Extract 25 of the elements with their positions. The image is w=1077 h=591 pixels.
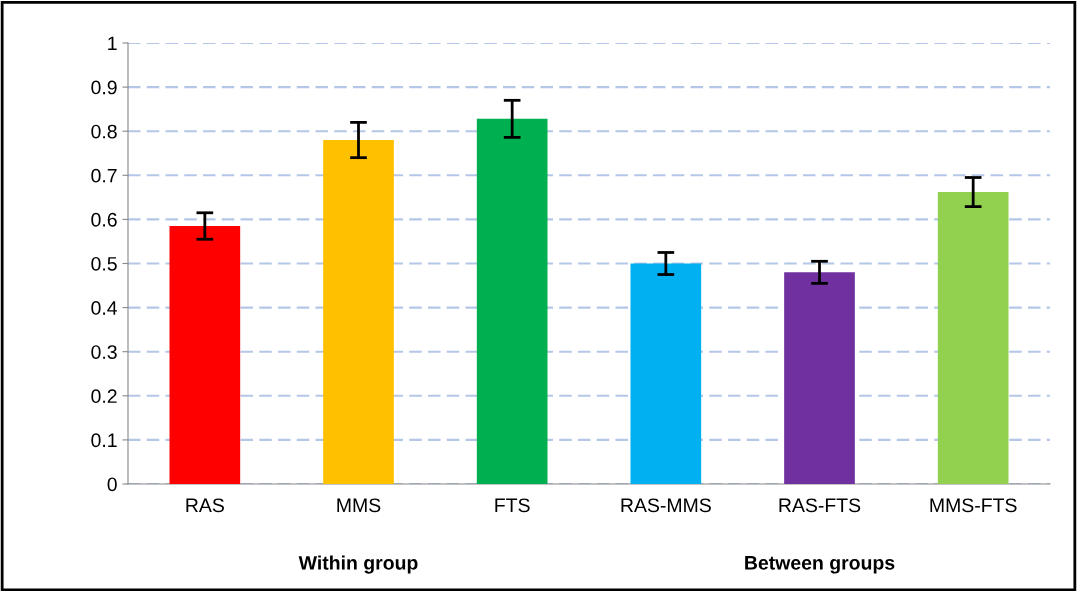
x-tick-label: RAS-MMS — [621, 498, 711, 513]
y-tick-label: 0.7 — [91, 168, 117, 183]
x-tick-label: RAS-FTS — [779, 498, 861, 513]
y-tick-label: 0.2 — [91, 389, 117, 404]
y-tick-label: 0.1 — [91, 433, 117, 448]
bar — [937, 192, 1009, 484]
y-tick-label: 0.6 — [91, 212, 117, 227]
y-tick-label: 0.3 — [91, 345, 117, 359]
y-tick-label: 1 — [108, 36, 117, 51]
y-tick-label: 0.8 — [91, 124, 117, 139]
x-tick-label: RAS — [186, 498, 224, 513]
text: Between groups — [745, 556, 895, 574]
x-tick-label: FTS — [495, 498, 530, 513]
y-tick-label: 0 — [107, 477, 117, 492]
text: Within group — [298, 555, 418, 574]
y-tick-label: 0.4 — [91, 301, 118, 315]
bar — [476, 118, 548, 484]
bar — [169, 226, 241, 484]
y-tick-label: 0.9 — [91, 80, 117, 95]
bar — [323, 140, 394, 484]
y-tick-label: 0.5 — [91, 256, 117, 271]
bar — [784, 272, 855, 484]
x-tick-label: MMS — [337, 498, 381, 513]
x-tick-label: MMS-FTS — [930, 498, 1017, 513]
bar — [630, 263, 702, 484]
